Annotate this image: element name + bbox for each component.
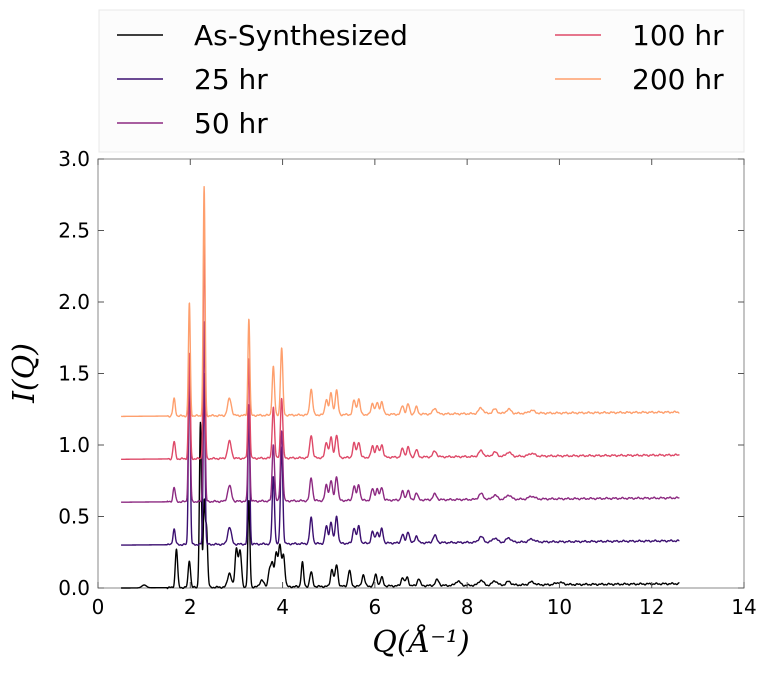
x-tick-label: 0	[92, 595, 105, 619]
legend: As-Synthesized 25 hr 50 hr 100 hr 200 hr	[117, 19, 724, 140]
series-line	[120, 321, 680, 504]
x-tick-label: 6	[368, 595, 381, 619]
x-tick-label: 8	[461, 595, 474, 619]
legend-label: 25 hr	[194, 63, 268, 96]
series-line	[120, 355, 680, 547]
series-line	[120, 228, 680, 461]
plot-frame	[97, 158, 745, 589]
axis-ticks	[97, 158, 745, 589]
tick-labels: 0 2 4 6 8 10 12 14 0.0 0.5 1.0 1.5 2.0 2.5 3.0	[58, 147, 757, 619]
x-tick-label: 4	[276, 595, 289, 619]
series-line	[120, 185, 680, 418]
legend-label: As-Synthesized	[194, 19, 408, 52]
y-axis-title: I(Q)	[7, 343, 42, 404]
series-layer	[120, 185, 680, 590]
legend-label: 100 hr	[632, 19, 724, 52]
x-tick-label: 12	[639, 595, 664, 619]
y-tick-label: 2.5	[58, 219, 90, 243]
y-tick-label: 0.0	[58, 576, 90, 600]
legend-label: 50 hr	[194, 107, 268, 140]
y-tick-label: 3.0	[58, 147, 90, 171]
y-tick-label: 2.0	[58, 290, 90, 314]
legend-label: 200 hr	[632, 63, 724, 96]
y-tick-label: 1.5	[58, 362, 90, 386]
y-tick-label: 0.5	[58, 505, 90, 529]
y-tick-label: 1.0	[58, 433, 90, 457]
x-tick-label: 14	[731, 595, 756, 619]
x-tick-label: 2	[184, 595, 197, 619]
series-line	[120, 421, 680, 590]
legend-box	[98, 9, 745, 153]
x-axis-title: Q(Å⁻¹)	[372, 624, 470, 660]
x-tick-label: 10	[547, 595, 572, 619]
